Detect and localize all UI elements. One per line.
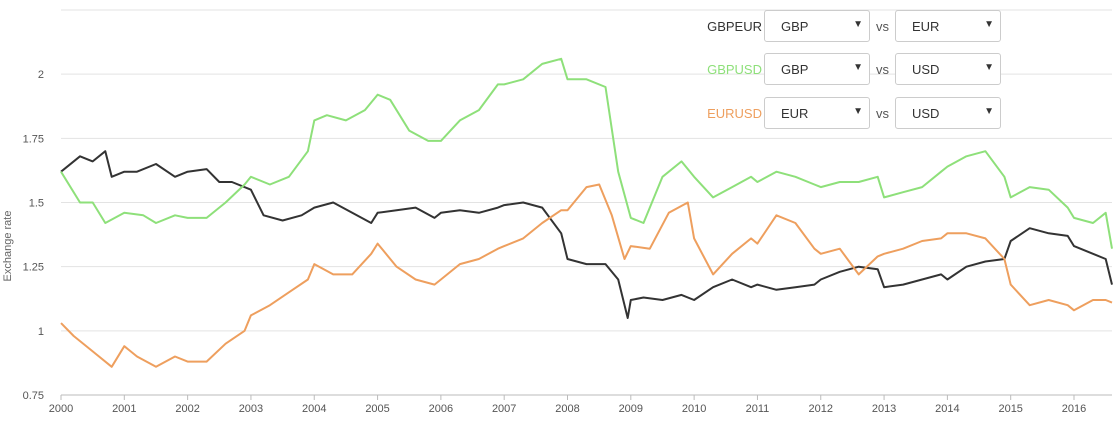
selected-value: GBP: [781, 62, 809, 77]
control-row-gbpusd: GBPUSD GBP ▼ vs USD ▼: [690, 53, 1010, 87]
y-tick-label: 1.75: [23, 133, 44, 145]
series-lines: [60, 57, 1113, 368]
x-tick-label: 2009: [619, 403, 643, 415]
chevron-down-icon: ▼: [984, 106, 994, 117]
chevron-down-icon: ▼: [984, 62, 994, 73]
base-currency-select[interactable]: GBP ▼: [764, 10, 870, 42]
control-row-eurusd: EURUSD EUR ▼ vs USD ▼: [690, 97, 1010, 131]
selected-value: USD: [912, 62, 940, 77]
x-tick-label: 2002: [175, 403, 199, 415]
chevron-down-icon: ▼: [853, 19, 863, 30]
x-tick-label: 2011: [746, 403, 770, 415]
x-tick-label: 2007: [492, 403, 516, 415]
x-tick-label: 2004: [302, 403, 326, 415]
y-tick-label: 1: [38, 326, 44, 338]
pair-label: GBPUSD: [707, 62, 762, 77]
vs-label: vs: [876, 62, 889, 77]
chevron-down-icon: ▼: [984, 19, 994, 30]
y-tick-label: 2: [38, 69, 44, 81]
x-tick-label: 2016: [1062, 403, 1086, 415]
x-tick-label: 2010: [682, 403, 706, 415]
chevron-down-icon: ▼: [853, 106, 863, 117]
quote-currency-select[interactable]: USD ▼: [895, 97, 1001, 129]
y-tick-label: 0.75: [23, 390, 44, 402]
x-tick-label: 2008: [555, 403, 579, 415]
chevron-down-icon: ▼: [853, 62, 863, 73]
y-axis-title: Exchange rate: [2, 211, 14, 282]
x-tick-label: 2001: [112, 403, 136, 415]
selected-value: GBP: [781, 19, 809, 34]
series-line-gbpeur: [60, 150, 1113, 319]
x-tick-label: 2015: [998, 403, 1022, 415]
x-tick-label: 2003: [239, 403, 263, 415]
series-line-eurusd: [60, 183, 1113, 368]
x-tick-label: 2005: [365, 403, 389, 415]
vs-label: vs: [876, 19, 889, 34]
x-tick-label: 2014: [935, 403, 959, 415]
x-tick-label: 2013: [872, 403, 896, 415]
x-axis: 2000 2001 2002 2003 2004 2005 2006 2007 2008 2009…: [49, 394, 1112, 415]
base-currency-select[interactable]: GBP ▼: [764, 53, 870, 85]
control-row-gbpeur: GBPEUR GBP ▼ vs EUR ▼: [690, 10, 1010, 44]
x-tick-label: 2000: [49, 403, 73, 415]
series-line-gbpusd: [60, 57, 1113, 249]
y-tick-label: 1.25: [23, 262, 44, 274]
selected-value: EUR: [781, 106, 809, 121]
vs-label: vs: [876, 106, 889, 121]
quote-currency-select[interactable]: USD ▼: [895, 53, 1001, 85]
pair-label: GBPEUR: [707, 19, 762, 34]
grid-lines: [61, 9, 1112, 396]
base-currency-select[interactable]: EUR ▼: [764, 97, 870, 129]
pair-label: EURUSD: [707, 106, 762, 121]
x-tick-label: 2012: [809, 403, 833, 415]
selected-value: EUR: [912, 19, 940, 34]
x-tick-label: 2006: [429, 403, 453, 415]
y-axis: 0.75 1 1.25 1.5 1.75 2: [23, 69, 44, 402]
quote-currency-select[interactable]: EUR ▼: [895, 10, 1001, 42]
y-tick-label: 1.5: [29, 198, 44, 210]
selected-value: USD: [912, 106, 940, 121]
